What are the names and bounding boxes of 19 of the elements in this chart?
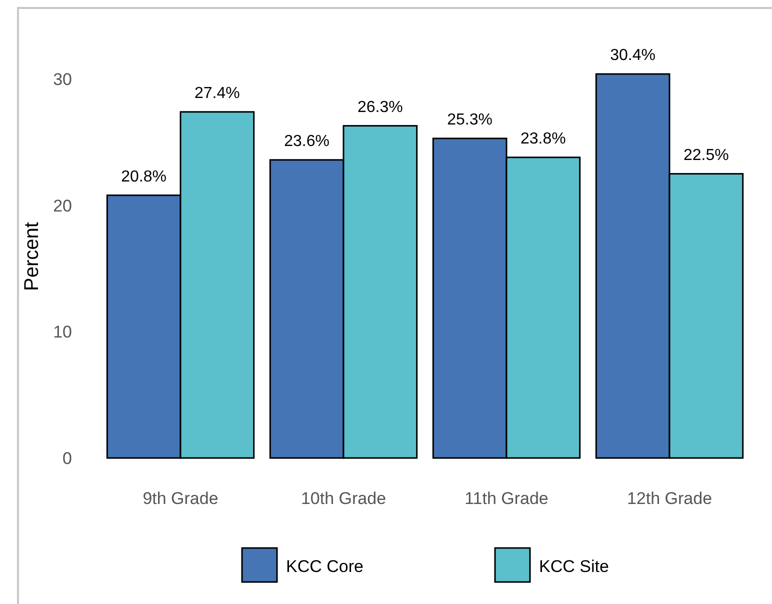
y-tick-label: 0 [62, 449, 72, 468]
x-tick-label: 11th Grade [464, 489, 548, 508]
y-axis-title: Percent [21, 222, 43, 291]
y-tick-label: 20 [53, 196, 72, 216]
x-tick-label: 12th Grade [626, 489, 712, 508]
legend-label: KCC Core [286, 557, 364, 576]
x-tick-label: 10th Grade [300, 489, 386, 508]
data-label: 25.3% [447, 111, 493, 128]
data-label: 23.8% [520, 130, 566, 148]
x-tick-label: 9th Grade [142, 489, 218, 508]
legend-label: KCC Site [539, 557, 609, 576]
data-label: 27.4% [194, 84, 240, 102]
data-label: 30.4% [610, 47, 656, 64]
y-tick-label: 10 [53, 322, 72, 342]
data-label: 23.6% [284, 132, 330, 150]
data-label: 22.5% [683, 146, 729, 164]
data-label: 26.3% [357, 98, 403, 116]
y-tick-label: 30 [53, 70, 72, 90]
data-label: 20.8% [121, 168, 167, 186]
